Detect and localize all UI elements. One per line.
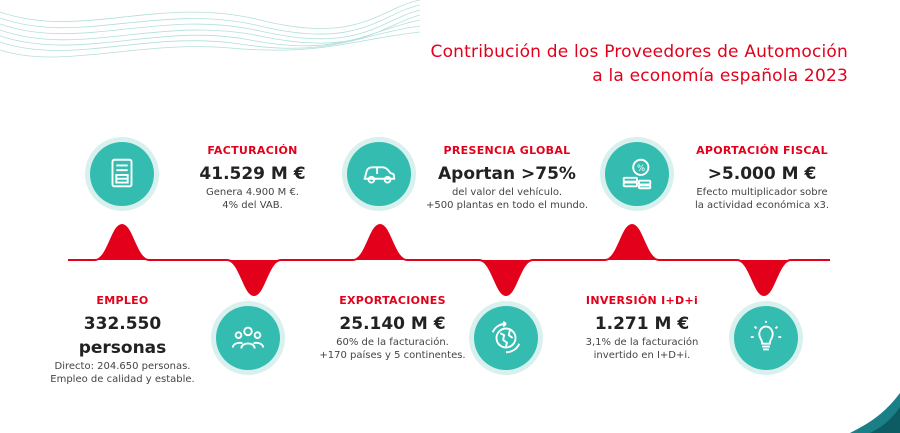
inversion-idi-desc-1: 3,1% de la facturación [585, 337, 699, 348]
presencia-global-block: PRESENCIA GLOBAL Aportan >75% del valor … [422, 144, 592, 212]
timeline-line [68, 223, 830, 297]
empleo-desc-1: Directo: 204.650 personas. [54, 361, 191, 372]
coins-percent-icon: % [622, 158, 652, 190]
car-icon [363, 166, 396, 184]
people-icon-circle [216, 306, 280, 370]
presencia-global-desc-2: +500 plantas en todo el mundo. [425, 200, 589, 211]
inversion-idi-label: INVERSIÓN I+D+i [585, 294, 699, 307]
people-icon [231, 326, 265, 349]
invoice-icon [111, 158, 133, 188]
exportaciones-label: EXPORTACIONES [339, 294, 446, 307]
facturacion-desc-2: 4% del VAB. [222, 200, 283, 211]
exportaciones-block: EXPORTACIONES 25.140 M € 60% de la factu… [310, 294, 475, 362]
svg-text:%: % [637, 164, 645, 174]
aportacion-fiscal-desc-2: la actividad económica x3. [694, 200, 830, 211]
exportaciones-desc-1: 60% de la facturación. [336, 337, 449, 348]
facturacion-value: 41.529 M € [199, 164, 306, 184]
presencia-global-label: PRESENCIA GLOBAL [443, 144, 571, 157]
inversion-idi-block: INVERSIÓN I+D+i 1.271 M € 3,1% de la fac… [572, 294, 712, 362]
exportaciones-value: 25.140 M € [339, 314, 446, 334]
facturacion-desc-1: Genera 4.900 M €. [206, 187, 299, 198]
empleo-block: EMPLEO 332.550 personas Directo: 204.650… [40, 294, 205, 386]
title-line-2: a la economía española 2023 [592, 66, 848, 86]
page-title: Contribución de los Proveedores de Autom… [431, 40, 848, 88]
presencia-global-value: Aportan >75% [438, 164, 576, 184]
title-line-1: Contribución de los Proveedores de Autom… [430, 42, 848, 62]
car-icon-circle [347, 142, 411, 206]
facturacion-label: FACTURACIÓN [207, 144, 298, 157]
timeline-wave [68, 223, 830, 297]
coins-percent-icon-circle: % [605, 142, 669, 206]
decorative-waves [0, 0, 420, 58]
aportacion-fiscal-label: APORTACIÓN FISCAL [696, 144, 828, 157]
aportacion-fiscal-value: >5.000 M € [707, 164, 817, 184]
aportacion-fiscal-desc-1: Efecto multiplicador sobre [696, 187, 828, 198]
empleo-desc-2: Empleo de calidad y estable. [50, 374, 195, 385]
inversion-idi-desc-2: invertido en I+D+i. [593, 350, 691, 361]
empleo-value: 332.550 personas [78, 314, 167, 358]
globe-icon-circle [474, 306, 538, 370]
lightbulb-icon-circle [734, 306, 798, 370]
exportaciones-desc-2: +170 países y 5 continentes. [319, 350, 466, 361]
aportacion-fiscal-block: APORTACIÓN FISCAL >5.000 M € Efecto mult… [682, 144, 842, 212]
globe-icon [491, 321, 521, 354]
lightbulb-icon [750, 320, 782, 351]
empleo-label: EMPLEO [96, 294, 149, 307]
facturacion-block: FACTURACIÓN 41.529 M € Genera 4.900 M €.… [185, 144, 320, 212]
presencia-global-desc-1: del valor del vehículo. [451, 187, 563, 198]
inversion-idi-value: 1.271 M € [594, 314, 690, 334]
invoice-icon-circle [90, 142, 154, 206]
corner-decoration [850, 393, 900, 433]
